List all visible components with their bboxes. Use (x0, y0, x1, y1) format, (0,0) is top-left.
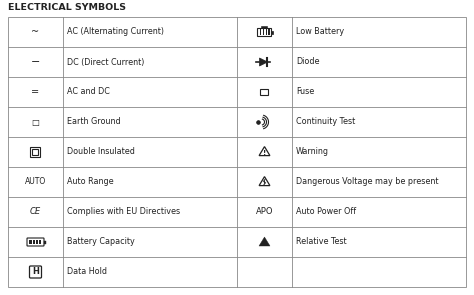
Bar (263, 29, 264, 35)
Bar (262, 26, 267, 28)
Text: AC and DC: AC and DC (67, 88, 110, 96)
Text: Earth Ground: Earth Ground (67, 117, 120, 127)
Text: Dangerous Voltage may be present: Dangerous Voltage may be present (296, 178, 438, 186)
Text: −: − (31, 57, 40, 67)
Text: Low Battery: Low Battery (296, 27, 344, 37)
Polygon shape (259, 58, 267, 66)
Text: Data Hold: Data Hold (67, 268, 107, 276)
Text: Auto Range: Auto Range (67, 178, 114, 186)
Text: Battery Capacity: Battery Capacity (67, 237, 135, 247)
Bar (29, 240, 32, 244)
Text: AUTO: AUTO (25, 178, 46, 186)
Text: H: H (32, 268, 39, 276)
Text: DC (Direct Current): DC (Direct Current) (67, 58, 145, 66)
Text: ~: ~ (31, 27, 39, 37)
Bar (30, 147, 40, 157)
Text: Fuse: Fuse (296, 88, 314, 96)
Bar (36, 240, 38, 244)
Text: Double Insulated: Double Insulated (67, 148, 135, 157)
Text: Complies with EU Directives: Complies with EU Directives (67, 207, 180, 217)
Text: Auto Power Off: Auto Power Off (296, 207, 356, 217)
Bar (39, 240, 41, 244)
Text: Continuity Test: Continuity Test (296, 117, 355, 127)
Text: APO: APO (256, 207, 273, 217)
Text: AC (Alternating Current): AC (Alternating Current) (67, 27, 164, 37)
Bar (268, 29, 270, 35)
Bar (265, 29, 267, 35)
Bar (44, 240, 46, 243)
Text: !: ! (263, 150, 266, 156)
Text: CE: CE (30, 207, 41, 217)
Text: Warning: Warning (296, 148, 329, 157)
Text: Diode: Diode (296, 58, 319, 66)
Bar (261, 89, 268, 95)
Text: ELECTRICAL SYMBOLS: ELECTRICAL SYMBOLS (8, 3, 126, 12)
Polygon shape (259, 237, 270, 246)
Text: □: □ (32, 117, 39, 127)
Bar (33, 149, 38, 155)
Text: Relative Test: Relative Test (296, 237, 346, 247)
Bar (260, 29, 262, 35)
Bar (257, 28, 272, 36)
Bar (33, 240, 35, 244)
Text: =: = (31, 87, 39, 97)
Polygon shape (263, 178, 266, 186)
Bar (272, 30, 273, 34)
